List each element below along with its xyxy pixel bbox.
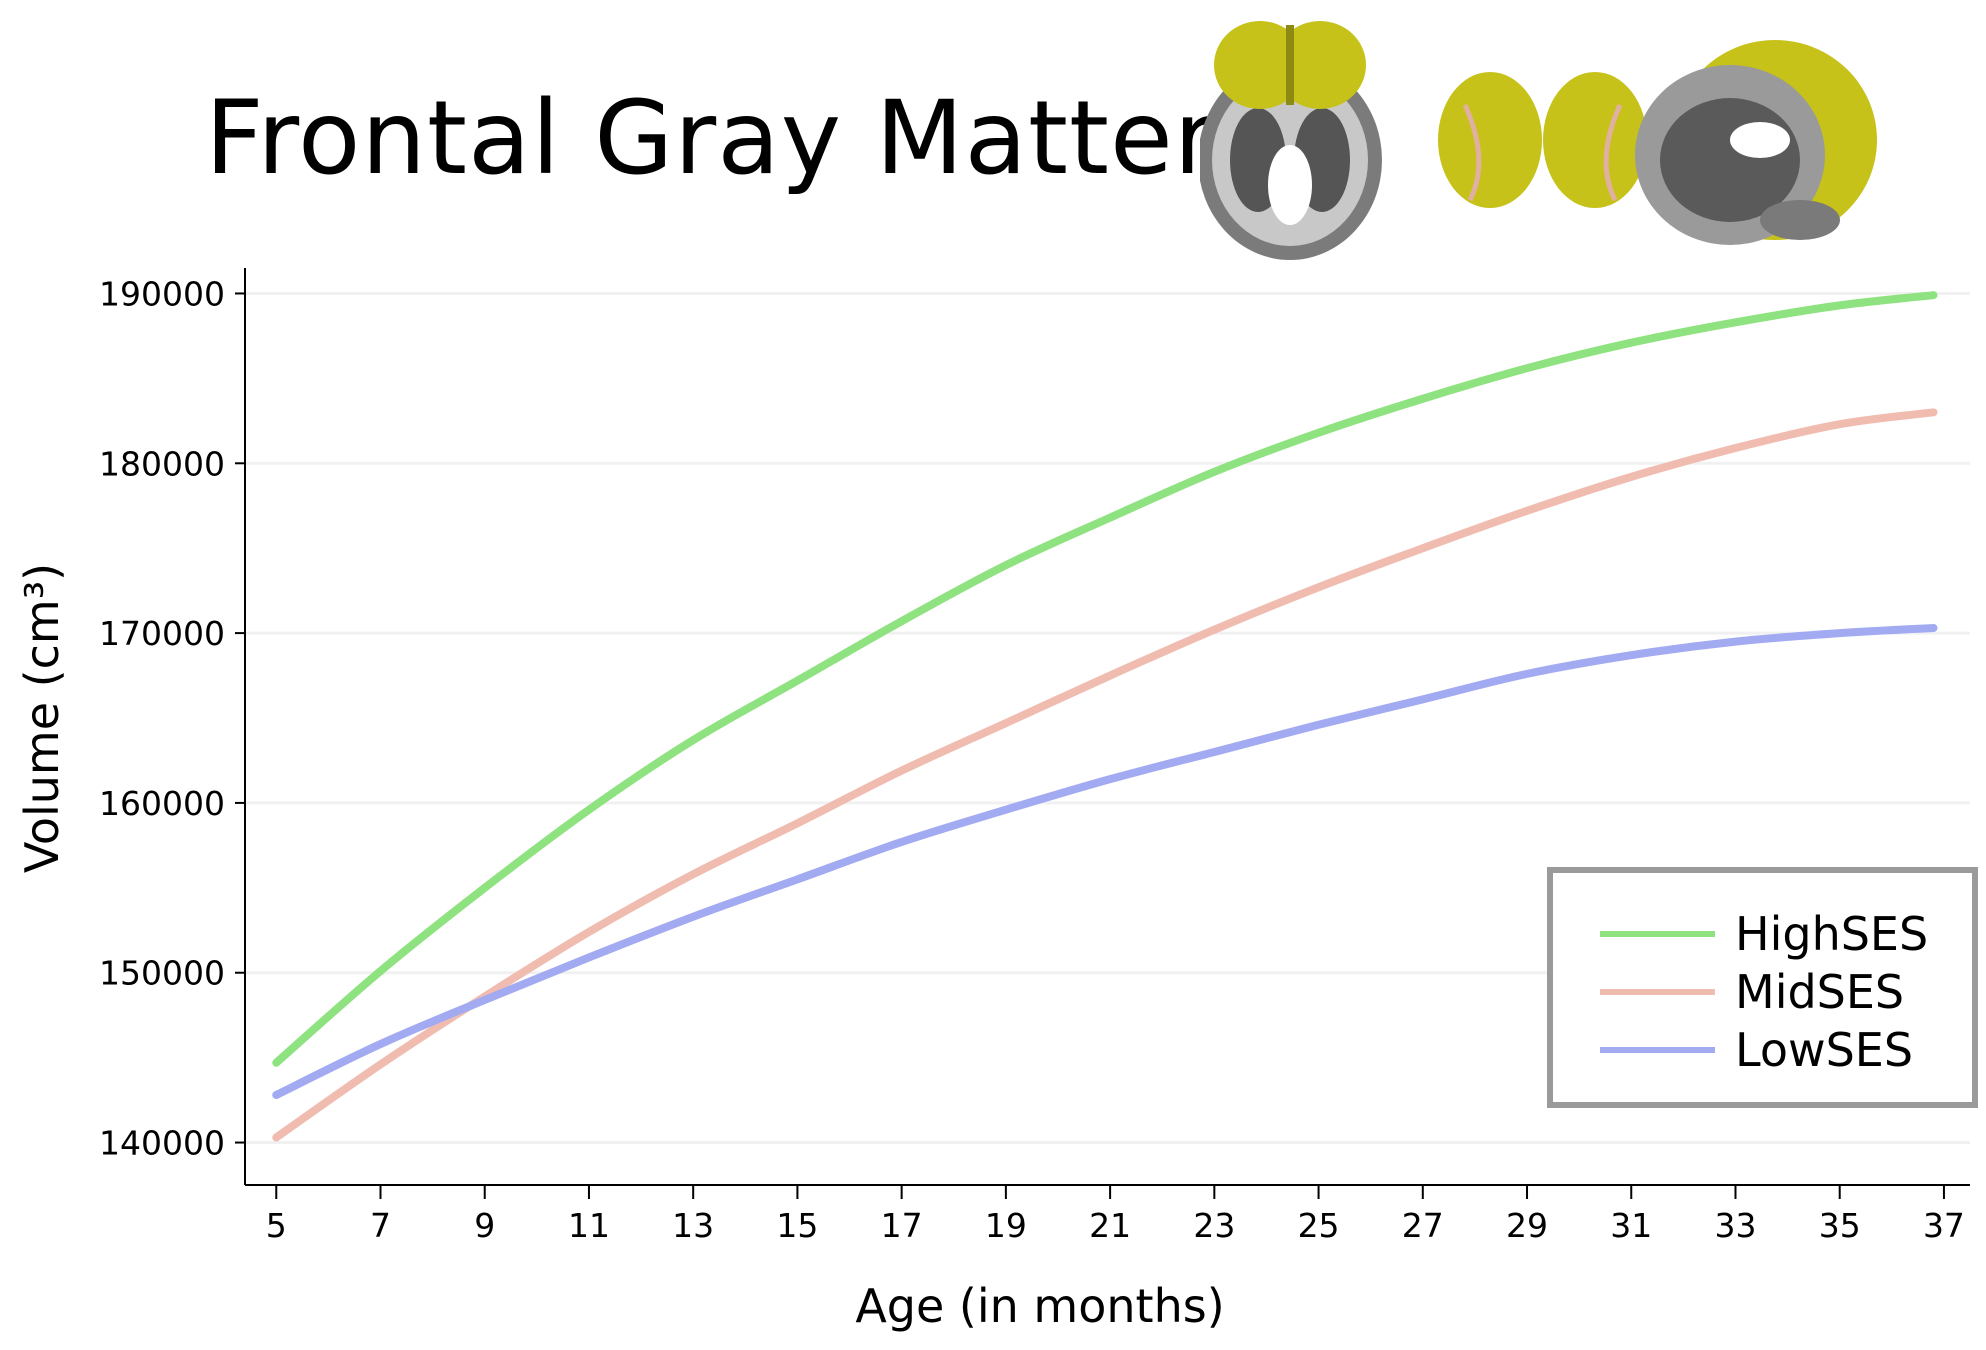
x-axis: 5 7 9 11 13 15 17 19 21 23 25 27 29 31 33 35 37 [266, 1185, 1965, 1245]
y-tick-label: 180000 [99, 444, 225, 483]
x-tick-label: 19 [985, 1206, 1027, 1245]
legend-label: LowSES [1735, 1023, 1913, 1077]
x-tick-label: 29 [1506, 1206, 1548, 1245]
y-tick-label: 150000 [99, 954, 225, 993]
sagittal-view [1635, 40, 1877, 245]
brain-images [1200, 21, 1877, 260]
series-lines [272, 291, 1938, 1142]
x-tick-label: 5 [266, 1206, 287, 1245]
legend-box [1547, 867, 1978, 1108]
x-axis-title: Age (in months) [855, 1279, 1224, 1333]
series-line-midses [272, 408, 1938, 1142]
x-tick-label: 13 [672, 1206, 714, 1245]
coronal-view [1438, 72, 1647, 208]
y-tick-label: 140000 [99, 1124, 225, 1163]
x-tick-label: 27 [1402, 1206, 1444, 1245]
y-axis: 140000 150000 160000 170000 180000 190000 [99, 274, 245, 1163]
x-tick-label: 7 [370, 1206, 391, 1245]
x-tick-label: 31 [1610, 1206, 1652, 1245]
y-axis-title: Volume (cm³) [15, 563, 69, 873]
x-tick-label: 23 [1193, 1206, 1235, 1245]
x-tick-label: 15 [776, 1206, 818, 1245]
x-tick-label: 33 [1714, 1206, 1756, 1245]
x-tick-label: 21 [1089, 1206, 1131, 1245]
axial-view [1200, 21, 1382, 260]
x-tick-label: 11 [568, 1206, 610, 1245]
legend-label: HighSES [1735, 907, 1928, 961]
x-tick-label: 17 [881, 1206, 923, 1245]
y-tick-label: 190000 [99, 274, 225, 313]
x-tick-label: 35 [1819, 1206, 1861, 1245]
y-tick-label: 160000 [99, 784, 225, 823]
series-line-highses [272, 291, 1938, 1067]
x-tick-label: 9 [474, 1206, 495, 1245]
legend-label: MidSES [1735, 965, 1904, 1019]
x-tick-label: 25 [1298, 1206, 1340, 1245]
x-tick-label: 37 [1923, 1206, 1965, 1245]
chart-title: Frontal Gray Matter [205, 79, 1217, 198]
series-line-lowses [272, 624, 1938, 1099]
y-tick-label: 170000 [99, 614, 225, 653]
